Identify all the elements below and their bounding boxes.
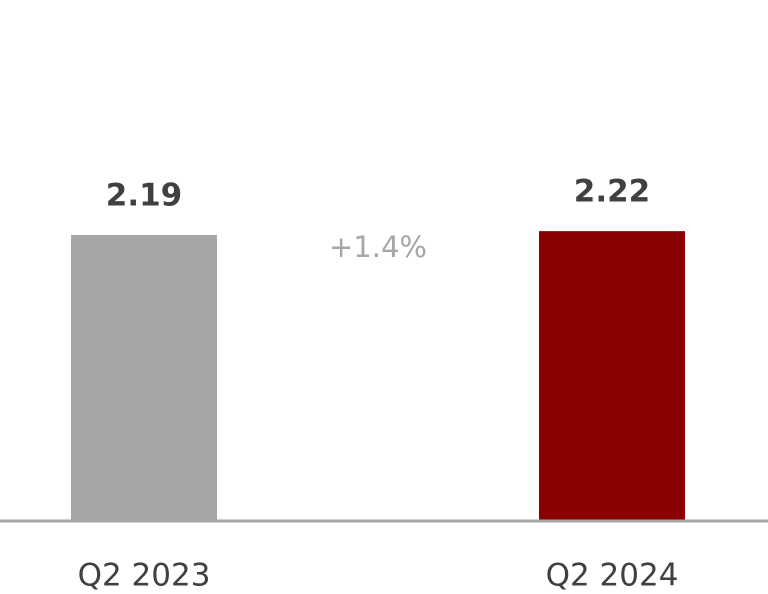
value-label: 2.19: [106, 178, 183, 214]
x-tick-label: Q2 2024: [546, 558, 679, 594]
bar: [539, 231, 685, 522]
bar: [71, 235, 217, 521]
x-tick-label: Q2 2023: [78, 558, 211, 594]
change-annotation: +1.4%: [329, 230, 427, 264]
value-label: 2.22: [574, 174, 651, 210]
